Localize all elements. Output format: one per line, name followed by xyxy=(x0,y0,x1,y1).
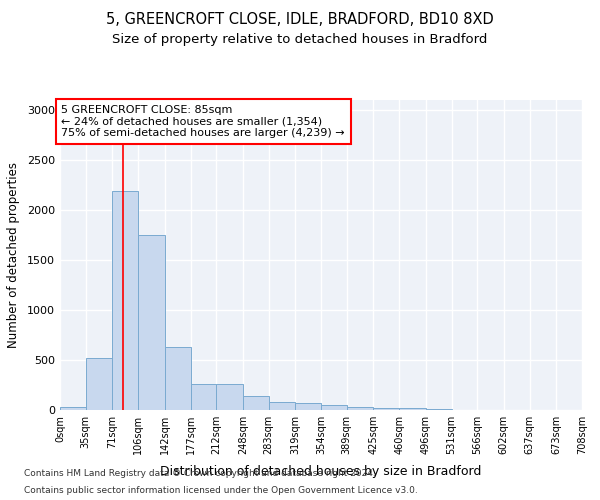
Text: Contains public sector information licensed under the Open Government Licence v3: Contains public sector information licen… xyxy=(24,486,418,495)
Text: 5, GREENCROFT CLOSE, IDLE, BRADFORD, BD10 8XD: 5, GREENCROFT CLOSE, IDLE, BRADFORD, BD1… xyxy=(106,12,494,28)
Bar xyxy=(191,384,217,410)
Bar xyxy=(164,346,191,410)
Bar xyxy=(243,396,269,410)
Text: 5 GREENCROFT CLOSE: 85sqm
← 24% of detached houses are smaller (1,354)
75% of se: 5 GREENCROFT CLOSE: 85sqm ← 24% of detac… xyxy=(61,105,345,138)
Bar xyxy=(217,384,243,410)
Bar xyxy=(347,406,373,410)
Bar xyxy=(295,402,321,410)
Bar xyxy=(373,408,399,410)
Bar xyxy=(269,402,295,410)
Bar xyxy=(60,407,86,410)
Bar xyxy=(425,409,452,410)
Bar xyxy=(399,408,425,410)
Text: Contains HM Land Registry data © Crown copyright and database right 2024.: Contains HM Land Registry data © Crown c… xyxy=(24,468,376,477)
Y-axis label: Number of detached properties: Number of detached properties xyxy=(7,162,20,348)
Bar xyxy=(321,405,347,410)
Bar xyxy=(86,358,112,410)
X-axis label: Distribution of detached houses by size in Bradford: Distribution of detached houses by size … xyxy=(160,466,482,478)
Text: Size of property relative to detached houses in Bradford: Size of property relative to detached ho… xyxy=(112,32,488,46)
Bar xyxy=(112,191,138,410)
Bar xyxy=(138,235,164,410)
